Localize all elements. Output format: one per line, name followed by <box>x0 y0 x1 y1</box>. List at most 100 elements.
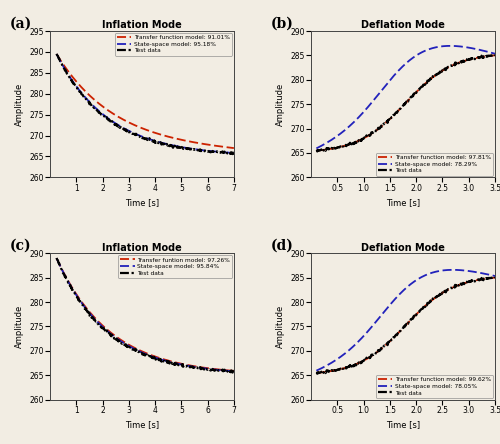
Line: State-space model: 78.29%: State-space model: 78.29% <box>316 46 495 148</box>
Transfer function model: 91.01%: (7, 267): 91.01%: (7, 267) <box>231 146 237 151</box>
Test data <box>112 122 117 127</box>
Y-axis label: Amplitude: Amplitude <box>276 83 285 126</box>
Transfer function model: 99.62%: (2.24, 280): 99.62%: (2.24, 280) <box>426 300 432 305</box>
Test data <box>443 67 449 73</box>
X-axis label: Time [s]: Time [s] <box>386 420 420 429</box>
Line: Transfer function model: 91.01%: Transfer function model: 91.01% <box>56 54 234 148</box>
Test data <box>230 151 235 157</box>
Test data <box>124 129 130 134</box>
State-space model: 95.84%: (2.92, 271): 95.84%: (2.92, 271) <box>124 342 130 348</box>
Transfer function model: 91.01%: (2.92, 273): 91.01%: (2.92, 273) <box>124 119 130 124</box>
Transfer function model: 99.62%: (1.21, 269): 99.62%: (1.21, 269) <box>372 351 378 357</box>
State-space model: 95.18%: (2.92, 271): 95.18%: (2.92, 271) <box>124 127 130 132</box>
Text: (d): (d) <box>270 239 293 253</box>
Transfer funtion model: 97.26%: (7, 266): 97.26%: (7, 266) <box>231 368 237 373</box>
Transfer function model: 91.01%: (5.16, 269): 91.01%: (5.16, 269) <box>182 138 188 143</box>
State-space model: 78.29%: (2.55, 287): 78.29%: (2.55, 287) <box>442 44 448 49</box>
Test data <box>443 289 449 295</box>
Test data <box>314 369 320 375</box>
State-space model: 78.29%: (3.5, 285): 78.29%: (3.5, 285) <box>492 51 498 56</box>
Transfer function model: 99.62%: (2.57, 282): 99.62%: (2.57, 282) <box>443 288 449 293</box>
Line: Test data: Test data <box>56 258 234 373</box>
Transfer funtion model: 97.26%: (0.25, 289): 97.26%: (0.25, 289) <box>54 256 60 261</box>
Transfer function model: 97.81%: (1.45, 271): 97.81%: (1.45, 271) <box>384 119 390 124</box>
Test data <box>426 300 432 305</box>
State-space model: 78.05%: (2.7, 287): 78.05%: (2.7, 287) <box>450 267 456 273</box>
State-space model: 95.18%: (5.12, 267): 95.18%: (5.12, 267) <box>182 145 188 150</box>
Test data <box>182 364 188 369</box>
Title: Deflation Mode: Deflation Mode <box>361 242 445 253</box>
Transfer function model: 91.01%: (2.45, 275): 91.01%: (2.45, 275) <box>112 112 117 117</box>
Test data <box>426 78 432 83</box>
Test data <box>336 367 342 373</box>
Title: Inflation Mode: Inflation Mode <box>102 242 182 253</box>
Legend: Transfer function model: 99.62%, State-space model: 78.05%, Test data: Transfer function model: 99.62%, State-s… <box>376 375 493 398</box>
Test data <box>372 352 378 357</box>
Test data <box>490 275 496 280</box>
Transfer function model: 97.81%: (1.21, 269): 97.81%: (1.21, 269) <box>372 129 378 135</box>
Test data <box>182 146 188 151</box>
Test data <box>182 363 188 369</box>
Transfer function model: 97.81%: (0.509, 266): 97.81%: (0.509, 266) <box>335 145 341 150</box>
State-space model: 95.18%: (7, 266): 95.18%: (7, 266) <box>231 151 237 156</box>
Test data <box>231 150 237 155</box>
State-space model: 95.18%: (4.5, 268): 95.18%: (4.5, 268) <box>165 142 171 147</box>
Line: Transfer function model: 99.62%: Transfer function model: 99.62% <box>316 278 495 373</box>
Test data <box>490 52 496 58</box>
Title: Deflation Mode: Deflation Mode <box>361 20 445 30</box>
Line: Transfer funtion model: 97.26%: Transfer funtion model: 97.26% <box>56 258 234 371</box>
Text: (b): (b) <box>270 16 293 31</box>
Transfer function model: 99.62%: (3.5, 285): 99.62%: (3.5, 285) <box>492 275 498 280</box>
Transfer function model: 97.81%: (2.24, 280): 97.81%: (2.24, 280) <box>426 78 432 83</box>
State-space model: 78.05%: (2.55, 287): 78.05%: (2.55, 287) <box>442 268 448 273</box>
Test data <box>492 53 498 58</box>
Transfer funtion model: 97.26%: (2.45, 273): 97.26%: (2.45, 273) <box>112 333 117 338</box>
X-axis label: Time [s]: Time [s] <box>125 420 159 429</box>
Test data <box>384 342 390 348</box>
Transfer function model: 91.01%: (1.06, 282): 91.01%: (1.06, 282) <box>75 81 81 86</box>
State-space model: 78.05%: (2.24, 286): 78.05%: (2.24, 286) <box>426 271 432 277</box>
Y-axis label: Amplitude: Amplitude <box>14 305 24 348</box>
Test data <box>182 146 188 151</box>
Transfer function model: 91.01%: (0.25, 290): 91.01%: (0.25, 290) <box>54 52 60 57</box>
Transfer function model: 97.81%: (3.5, 285): 97.81%: (3.5, 285) <box>492 53 498 58</box>
Transfer function model: 99.62%: (0.1, 265): 99.62%: (0.1, 265) <box>314 370 320 376</box>
Transfer function model: 91.01%: (4.5, 270): 91.01%: (4.5, 270) <box>165 134 171 139</box>
Test data <box>492 275 498 280</box>
Legend: Transfer funtion model: 97.26%, State-space model: 95.84%, Test data: Transfer funtion model: 97.26%, State-sp… <box>118 255 232 278</box>
Test data <box>231 369 237 374</box>
Line: State-space model: 95.84%: State-space model: 95.84% <box>56 258 234 371</box>
X-axis label: Time [s]: Time [s] <box>125 198 159 207</box>
State-space model: 78.29%: (1.21, 276): 78.29%: (1.21, 276) <box>372 96 378 102</box>
Y-axis label: Amplitude: Amplitude <box>14 83 24 126</box>
Test data <box>372 129 378 135</box>
State-space model: 78.05%: (1.21, 276): 78.05%: (1.21, 276) <box>372 321 378 326</box>
Transfer funtion model: 97.26%: (2.92, 271): 97.26%: (2.92, 271) <box>124 341 130 346</box>
State-space model: 78.05%: (0.1, 266): 78.05%: (0.1, 266) <box>314 368 320 373</box>
Transfer funtion model: 97.26%: (5.16, 267): 97.26%: (5.16, 267) <box>182 362 188 367</box>
Transfer function model: 97.81%: (0.1, 265): 97.81%: (0.1, 265) <box>314 148 320 153</box>
Test data <box>314 147 320 153</box>
State-space model: 95.18%: (2.45, 273): 95.18%: (2.45, 273) <box>112 120 117 125</box>
Test data <box>75 296 81 301</box>
X-axis label: Time [s]: Time [s] <box>386 198 420 207</box>
Transfer function model: 99.62%: (2.55, 282): 99.62%: (2.55, 282) <box>442 289 448 294</box>
Test data <box>444 66 450 71</box>
Legend: Transfer function model: 97.81%, State-space model: 78.29%, Test data: Transfer function model: 97.81%, State-s… <box>376 153 493 175</box>
State-space model: 78.05%: (1.45, 279): 78.05%: (1.45, 279) <box>384 305 390 311</box>
Test data <box>314 371 320 377</box>
Test data <box>165 359 171 365</box>
Transfer function model: 91.01%: (5.12, 269): 91.01%: (5.12, 269) <box>182 138 188 143</box>
State-space model: 78.29%: (1.45, 279): 78.29%: (1.45, 279) <box>384 81 390 86</box>
State-space model: 95.84%: (2.45, 273): 95.84%: (2.45, 273) <box>112 334 117 339</box>
Transfer function model: 99.62%: (0.509, 266): 99.62%: (0.509, 266) <box>335 367 341 373</box>
Test data <box>314 149 320 154</box>
Test data <box>112 336 117 341</box>
State-space model: 95.18%: (0.25, 290): 95.18%: (0.25, 290) <box>54 52 60 57</box>
State-space model: 95.84%: (5.16, 267): 95.84%: (5.16, 267) <box>182 363 188 368</box>
Y-axis label: Amplitude: Amplitude <box>276 305 285 348</box>
Transfer funtion model: 97.26%: (5.12, 267): 97.26%: (5.12, 267) <box>182 362 188 367</box>
Test data <box>54 51 60 56</box>
Legend: Transfer function model: 91.01%, State-space model: 95.18%, Test data: Transfer function model: 91.01%, State-s… <box>114 33 232 56</box>
Test data <box>384 120 390 126</box>
